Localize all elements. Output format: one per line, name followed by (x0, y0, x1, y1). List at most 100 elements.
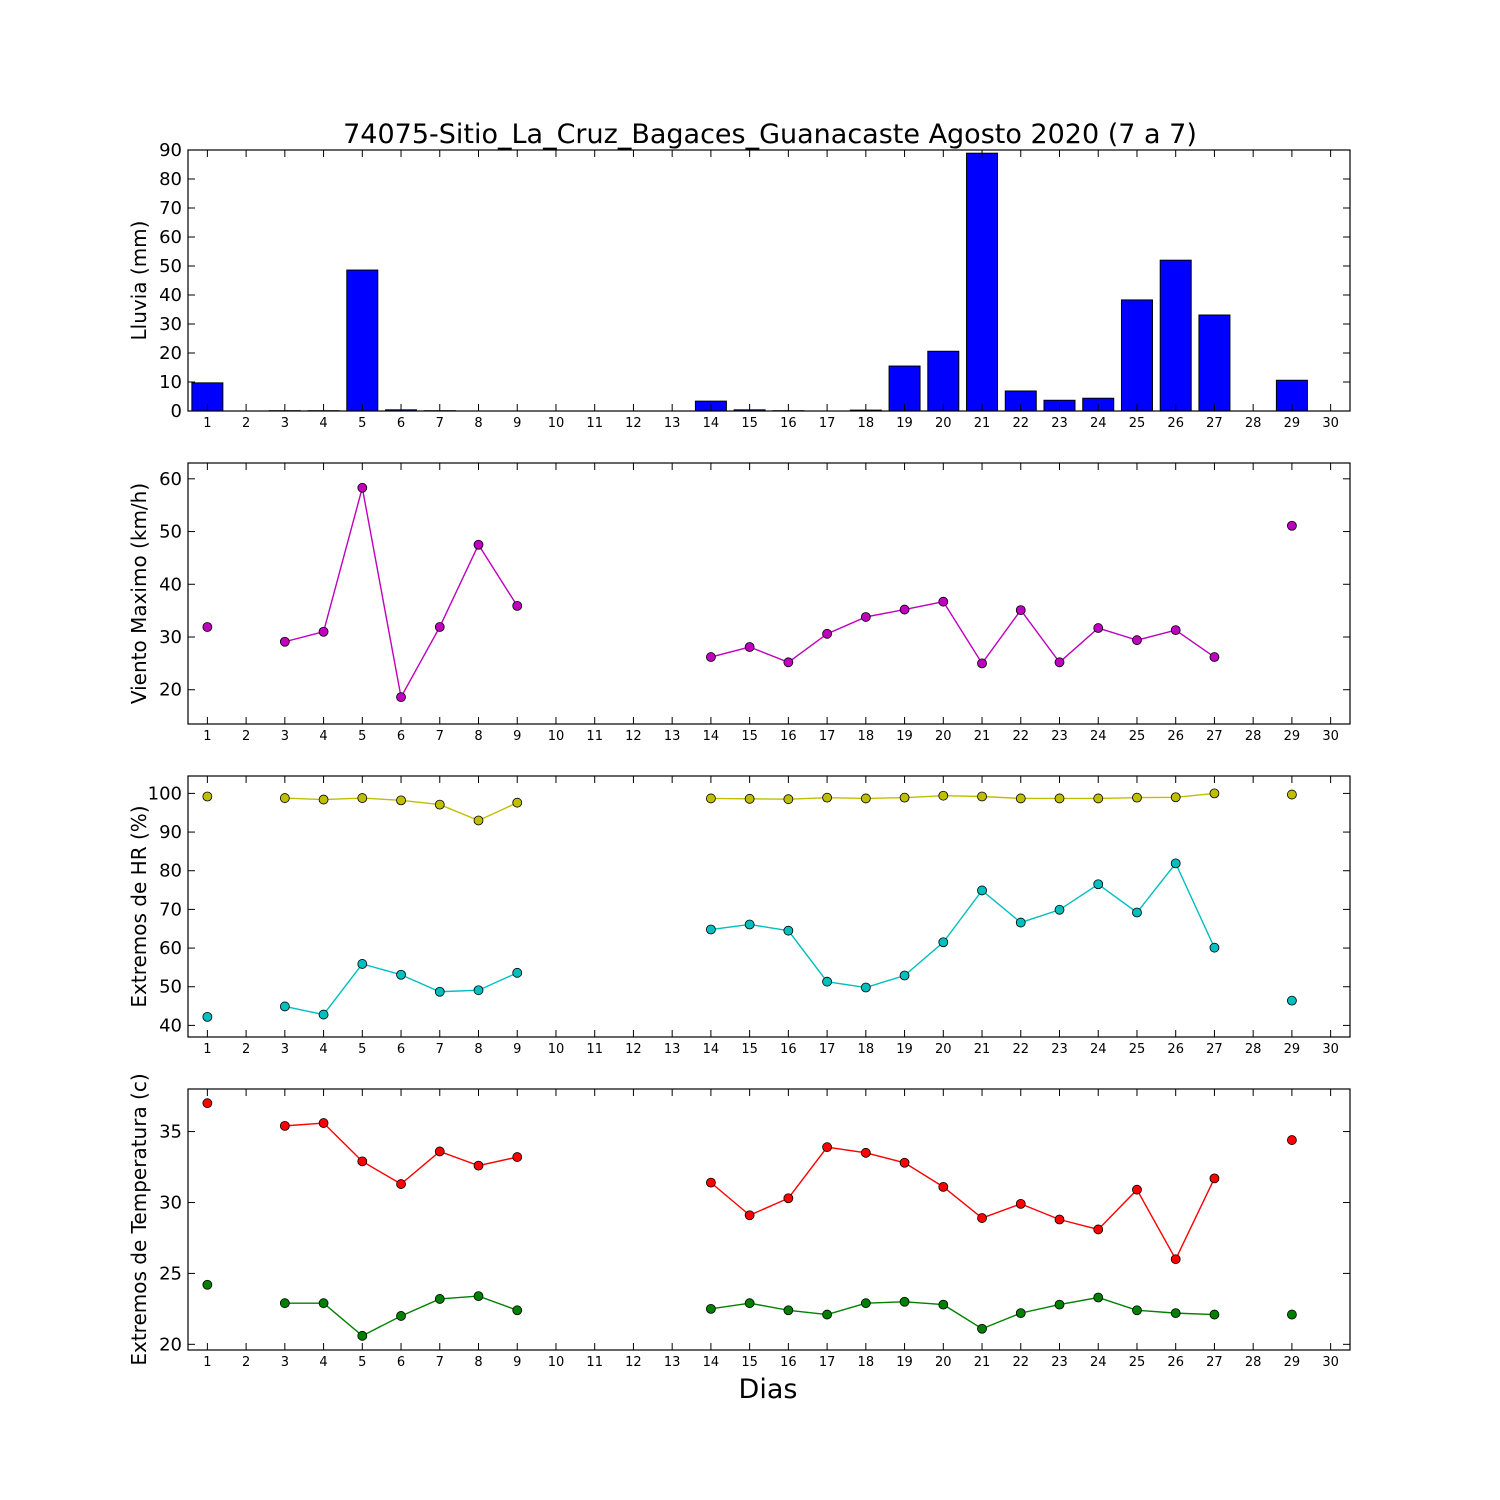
series-2-point-day-6 (396, 969, 406, 980)
x-tick-label: 26 (1167, 416, 1184, 431)
x-tick-label: 29 (1284, 416, 1301, 431)
x-tick-label: 13 (664, 416, 681, 431)
x-tick-label: 3 (281, 1042, 289, 1057)
series-2-point-day-9 (512, 1305, 523, 1316)
x-tick-label: 3 (281, 729, 289, 744)
x-tick-label: 4 (319, 416, 327, 431)
x-tick-label: 6 (397, 416, 405, 431)
x-tick-label: 15 (741, 729, 758, 744)
x-tick-label: 16 (780, 1355, 797, 1370)
series-1-point-day-21 (977, 1213, 987, 1223)
series-2-point-day-9 (512, 967, 523, 978)
series-2-point-day-20 (938, 1299, 949, 1310)
x-tick-label: 7 (436, 729, 444, 744)
series-2-point-day-4 (318, 1298, 329, 1309)
y-tick-label: 60 (159, 227, 182, 248)
x-tick-label: 23 (1051, 1042, 1068, 1057)
series-1-point-day-27 (1209, 1173, 1220, 1184)
series-1-point-day-26 (1170, 1254, 1181, 1265)
series-1-point-day-8 (473, 539, 484, 550)
x-tick-label: 14 (703, 1355, 720, 1370)
series-2-point-day-15 (744, 1298, 755, 1309)
x-tick-label: 3 (281, 416, 289, 431)
series-1-point-day-17 (822, 792, 832, 803)
series-1-point-day-5 (357, 793, 368, 803)
y-tick-label: 20 (159, 343, 182, 364)
series-1-line (710, 1146, 1216, 1261)
series-1-point-day-1 (202, 622, 213, 632)
y-tick-label: 70 (159, 899, 182, 920)
y-tick-label: 50 (159, 256, 182, 277)
series-2-point-day-25 (1132, 907, 1142, 918)
series-1-point-day-19 (899, 604, 910, 615)
series-1-point-day-14 (706, 793, 716, 804)
y-tick-label: 30 (159, 1192, 182, 1213)
x-tick-label: 27 (1206, 1355, 1223, 1370)
series-1-point-day-24 (1093, 1224, 1104, 1235)
series-1-point-day-20 (938, 1181, 949, 1192)
bar-day-20 (927, 350, 960, 412)
x-tick-label: 30 (1322, 729, 1339, 744)
series-2-point-day-14 (706, 924, 716, 935)
series-1-point-day-7 (434, 622, 445, 632)
x-tick-label: 22 (1012, 729, 1029, 744)
series-1-point-day-25 (1132, 635, 1142, 646)
x-tick-label: 27 (1206, 416, 1223, 431)
series-1-point-day-18 (860, 1147, 871, 1158)
bar-day-5 (346, 269, 379, 412)
axes-frame (187, 775, 1351, 1038)
y-tick-label: 25 (159, 1263, 182, 1284)
series-2-point-day-26 (1170, 858, 1181, 869)
series-1-point-day-17 (822, 1142, 832, 1153)
x-tick-label: 12 (625, 1042, 642, 1057)
series-2-point-day-24 (1093, 879, 1104, 890)
series-1-point-day-3 (279, 1120, 290, 1131)
series-2-point-day-8 (473, 985, 484, 996)
x-tick-label: 9 (513, 729, 521, 744)
y-axis-label: Lluvia (mm) (127, 221, 151, 341)
x-tick-label: 10 (548, 416, 565, 431)
series-2-point-day-20 (938, 937, 949, 948)
series-1-point-day-9 (512, 797, 523, 808)
series-2-point-day-23 (1054, 1299, 1065, 1310)
series-1-point-day-15 (744, 642, 755, 652)
x-tick-label: 4 (319, 1042, 327, 1057)
series-2-point-day-3 (279, 1001, 290, 1012)
x-tick-label: 23 (1051, 416, 1068, 431)
series-2-point-day-17 (822, 976, 832, 987)
axes-frame (187, 1088, 1351, 1351)
y-axis-label: Extremos de HR (%) (127, 805, 151, 1007)
series-1-point-day-3 (279, 636, 290, 647)
series-2-point-day-21 (977, 885, 987, 896)
x-tick-label: 22 (1012, 1042, 1029, 1057)
series-2-point-day-29 (1287, 1309, 1297, 1320)
x-tick-label: 4 (319, 729, 327, 744)
series-1-point-day-14 (706, 652, 716, 662)
x-tick-label: 30 (1322, 1355, 1339, 1370)
x-tick-label: 14 (703, 416, 720, 431)
x-tick-label: 27 (1206, 1042, 1223, 1057)
series-1-point-day-26 (1170, 792, 1181, 803)
y-tick-label: 0 (171, 401, 182, 422)
series-1-line (284, 487, 518, 700)
series-1-point-day-26 (1170, 625, 1181, 636)
x-tick-label: 1 (203, 416, 211, 431)
series-1-point-day-22 (1015, 793, 1026, 804)
series-2-point-day-19 (899, 970, 910, 981)
x-tick-label: 11 (586, 729, 603, 744)
x-tick-label: 8 (474, 1042, 482, 1057)
x-tick-label: 5 (358, 416, 366, 431)
series-2-point-day-21 (977, 1323, 987, 1334)
y-tick-label: 50 (159, 522, 182, 543)
series-1-point-day-29 (1287, 520, 1297, 531)
x-tick-label: 1 (203, 1355, 211, 1370)
bar-day-26 (1159, 259, 1192, 412)
y-tick-label: 30 (159, 314, 182, 335)
x-tick-label: 23 (1051, 1355, 1068, 1370)
series-1-point-day-17 (822, 628, 832, 639)
x-tick-label: 8 (474, 416, 482, 431)
series-2-point-day-3 (279, 1298, 290, 1309)
x-tick-label: 18 (858, 416, 875, 431)
x-tick-label: 29 (1284, 1042, 1301, 1057)
x-tick-label: 19 (896, 729, 913, 744)
